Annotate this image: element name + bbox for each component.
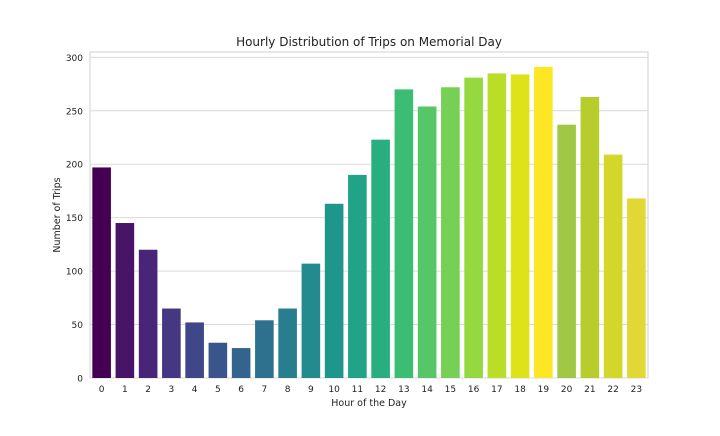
y-tick-labels: 0 50 100 150 200 250 300 [66,54,83,385]
y-tick-label: 150 [66,214,83,224]
y-tick-label: 250 [66,107,83,117]
bar-hour-17 [487,73,507,379]
bar-hour-7 [255,320,274,378]
x-tick-label: 19 [538,385,550,395]
x-tick-label: 8 [285,385,291,395]
x-tick-label: 14 [421,385,433,395]
chart-title: Hourly Distribution of Trips on Memorial… [236,35,502,49]
x-tick-label: 22 [607,385,618,395]
x-tick-label: 12 [375,385,386,395]
x-tick-label: 13 [398,385,409,395]
y-tick-label: 200 [66,161,83,171]
x-tick-label: 21 [584,385,595,395]
bar-hour-11 [348,174,367,378]
x-tick-label: 3 [169,385,175,395]
x-tick-label: 15 [445,385,456,395]
x-tick-label: 7 [262,385,268,395]
x-tick-label: 5 [215,385,221,395]
bar-hour-13 [394,89,414,378]
bar-hour-4 [185,322,204,378]
bar-hour-5 [208,342,228,378]
y-tick-label: 0 [77,375,83,385]
x-tick-label: 11 [352,385,363,395]
bar-hour-0 [92,167,111,378]
x-tick-label: 0 [99,385,105,395]
bar-hour-15 [441,87,460,379]
bar-hour-2 [138,249,158,378]
x-tick-labels: 0 1 2 3 4 5 6 7 8 9 10 11 12 13 14 15 16 17 18 19 20 21 22 23 [99,385,642,395]
x-tick-label: 9 [308,385,314,395]
x-tick-label: 17 [491,385,502,395]
bar-hour-16 [464,77,483,378]
x-tick-label: 16 [468,385,480,395]
bar-hour-12 [371,139,390,378]
bar-hour-14 [417,106,437,378]
y-tick-label: 100 [66,268,83,278]
bar-hour-6 [231,348,251,378]
bar-hour-21 [580,96,600,379]
bar-hour-9 [301,263,321,378]
x-tick-label: 20 [561,385,573,395]
x-tick-label: 6 [238,385,244,395]
bar-hour-3 [162,308,181,378]
x-tick-label: 2 [145,385,151,395]
bars [92,66,646,379]
bar-hour-20 [557,124,576,378]
bar-hour-8 [278,308,297,378]
x-tick-label: 23 [631,385,642,395]
bar-hour-18 [510,74,530,379]
bar-hour-10 [324,203,344,378]
y-tick-label: 50 [72,321,84,331]
x-tick-label: 1 [122,385,128,395]
x-tick-label: 10 [328,385,340,395]
bar-hour-23 [627,198,646,378]
y-axis-label: Number of Trips [52,177,63,252]
bar-hour-1 [115,223,135,378]
y-tick-label: 300 [66,54,83,64]
x-tick-label: 18 [514,385,526,395]
grid-lines [90,56,648,379]
x-axis-label: Hour of the Day [331,398,407,409]
plot-area [89,51,649,379]
x-tick-label: 4 [192,385,198,395]
bar-hour-19 [534,66,553,379]
bar-hour-22 [603,154,623,378]
